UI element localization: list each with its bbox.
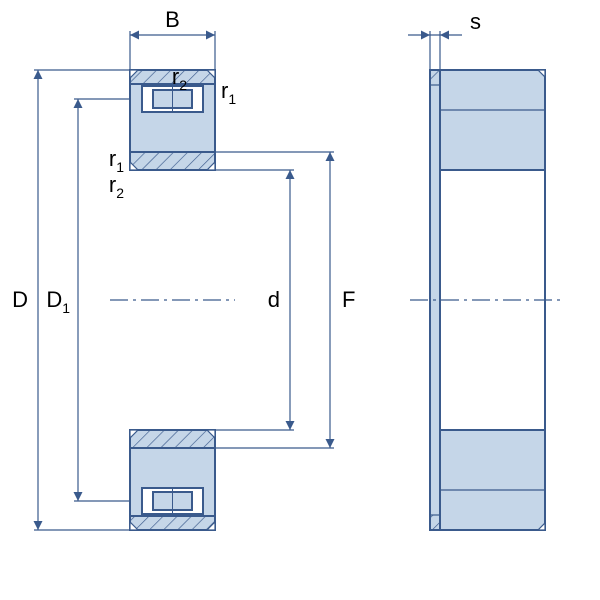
dim-label-B: B bbox=[165, 7, 180, 32]
label-r1-upper: r1 bbox=[221, 78, 236, 107]
left-inner-hatch-top bbox=[130, 152, 215, 170]
snap-hatch-top bbox=[430, 70, 440, 85]
bearing-diagram: DD1dFBsr1r2r1r2 bbox=[0, 0, 600, 600]
left-inner-hatch-bottom bbox=[130, 430, 215, 448]
right-outer-top bbox=[440, 70, 545, 170]
left-outer-hatch-bottom bbox=[130, 516, 215, 530]
dim-label-F: F bbox=[342, 287, 355, 312]
label-r1-inner: r1 bbox=[109, 146, 124, 175]
label-r2-inner: r2 bbox=[109, 172, 124, 201]
dim-label-D1: D1 bbox=[46, 287, 70, 316]
right-outer-bottom bbox=[440, 430, 545, 530]
dim-label-d: d bbox=[268, 287, 280, 312]
snap-hatch-bottom bbox=[430, 515, 440, 530]
dim-label-s: s bbox=[470, 9, 481, 34]
dim-label-D: D bbox=[12, 287, 28, 312]
label-r2-upper: r2 bbox=[172, 64, 187, 93]
